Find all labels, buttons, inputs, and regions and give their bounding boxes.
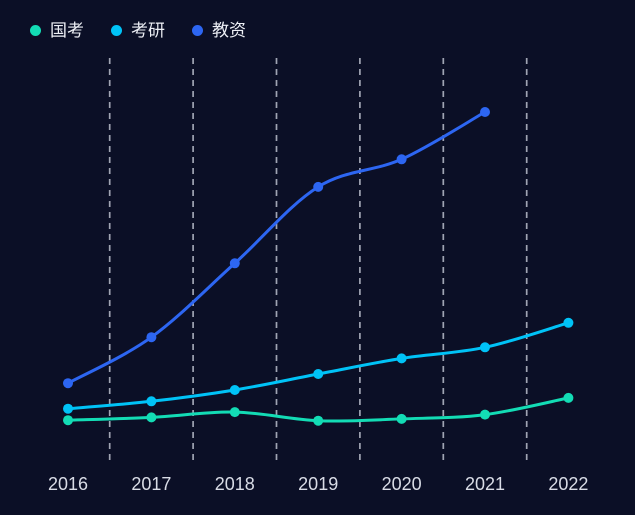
- x-axis-label: 2018: [215, 474, 255, 494]
- x-axis-label: 2022: [548, 474, 588, 494]
- data-point[interactable]: [313, 181, 324, 192]
- data-point[interactable]: [63, 378, 73, 389]
- data-point[interactable]: [396, 353, 407, 364]
- data-point[interactable]: [563, 317, 574, 328]
- x-axis-label: 2020: [382, 474, 422, 494]
- x-axis-label: 2021: [465, 474, 505, 494]
- data-point[interactable]: [480, 342, 490, 353]
- data-point[interactable]: [229, 407, 240, 418]
- data-point[interactable]: [396, 154, 407, 165]
- data-point[interactable]: [146, 332, 157, 343]
- data-point[interactable]: [146, 396, 157, 407]
- data-point[interactable]: [396, 413, 407, 424]
- data-point[interactable]: [63, 403, 73, 414]
- series-line-1: [66, 321, 570, 411]
- series-line-2: [66, 110, 487, 385]
- data-point[interactable]: [63, 415, 73, 426]
- legend-item-0[interactable]: 国考: [30, 22, 84, 39]
- x-axis-label: 2019: [298, 474, 338, 494]
- legend-dot-icon: [111, 25, 122, 36]
- data-point[interactable]: [480, 409, 490, 420]
- legend-label: 教资: [212, 21, 246, 40]
- data-point[interactable]: [563, 392, 574, 403]
- legend-label: 考研: [131, 21, 165, 40]
- legend-label: 国考: [50, 21, 84, 40]
- legend-item-1[interactable]: 考研: [111, 22, 165, 39]
- x-axis-label: 2017: [131, 474, 171, 494]
- data-point[interactable]: [313, 369, 324, 379]
- legend-dot-icon: [30, 25, 41, 36]
- legend: 国考 考研 教资: [30, 22, 246, 39]
- legend-item-2[interactable]: 教资: [192, 22, 246, 39]
- x-axis-label: 2016: [48, 474, 88, 494]
- data-point[interactable]: [229, 258, 240, 269]
- data-point[interactable]: [229, 385, 240, 395]
- data-point[interactable]: [313, 415, 324, 426]
- data-point[interactable]: [480, 107, 490, 117]
- data-point[interactable]: [146, 412, 157, 423]
- legend-dot-icon: [192, 25, 203, 36]
